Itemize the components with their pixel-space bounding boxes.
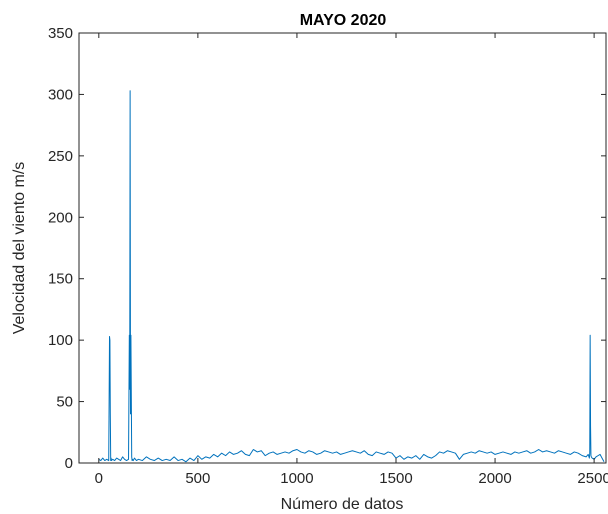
- axes-box: [78, 32, 607, 464]
- x-tick-label: 500: [185, 470, 210, 487]
- y-tick-label: 150: [48, 271, 73, 288]
- plot-area: [79, 33, 606, 463]
- series-line-0: [98, 90, 605, 463]
- chart-title: MAYO 2020: [300, 12, 387, 29]
- y-tick-label: 250: [48, 148, 73, 165]
- y-tick-label: 300: [48, 86, 73, 103]
- ticks-layer: 0 500 1000 1500 2000 2500 0 50 100 150 200 250 300 35…: [48, 25, 608, 487]
- y-tick-label: 350: [48, 25, 73, 42]
- x-tick-label: 0: [95, 470, 103, 487]
- x-tick-label: 1000: [280, 470, 313, 487]
- x-tick-label: 2500: [577, 470, 608, 487]
- y-tick-label: 200: [48, 209, 73, 226]
- y-tick-label: 0: [65, 455, 73, 472]
- y-tick-label: 100: [48, 332, 73, 349]
- x-tick-label: 2000: [478, 470, 511, 487]
- x-tick-label: 1500: [379, 470, 412, 487]
- series-layer: [98, 90, 605, 463]
- x-axis-label: Número de datos: [281, 496, 404, 513]
- y-tick-label: 50: [56, 394, 73, 411]
- y-axis-label: Velocidad del viento m/s: [11, 162, 28, 335]
